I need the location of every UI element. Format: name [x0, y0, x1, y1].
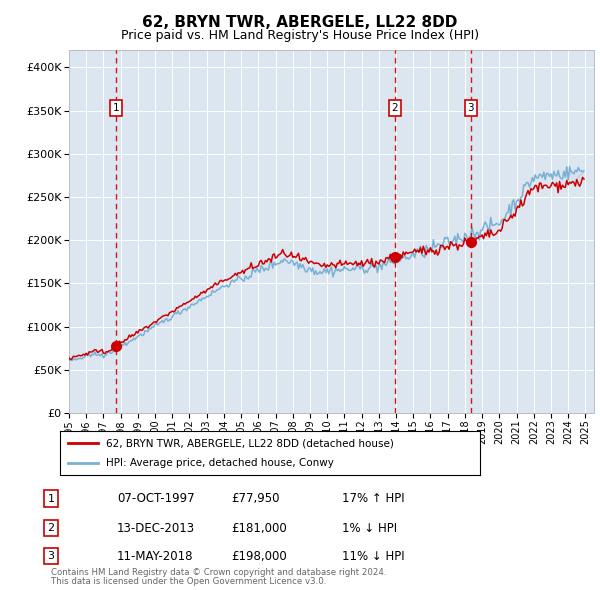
- Text: £198,000: £198,000: [231, 550, 287, 563]
- Text: 62, BRYN TWR, ABERGELE, LL22 8DD (detached house): 62, BRYN TWR, ABERGELE, LL22 8DD (detach…: [106, 438, 394, 448]
- Text: 11-MAY-2018: 11-MAY-2018: [117, 550, 193, 563]
- Text: 2: 2: [47, 523, 55, 533]
- Text: Contains HM Land Registry data © Crown copyright and database right 2024.: Contains HM Land Registry data © Crown c…: [51, 568, 386, 577]
- Text: Price paid vs. HM Land Registry's House Price Index (HPI): Price paid vs. HM Land Registry's House …: [121, 30, 479, 42]
- Text: £181,000: £181,000: [231, 522, 287, 535]
- Text: This data is licensed under the Open Government Licence v3.0.: This data is licensed under the Open Gov…: [51, 577, 326, 586]
- Text: 11% ↓ HPI: 11% ↓ HPI: [342, 550, 404, 563]
- Text: 62, BRYN TWR, ABERGELE, LL22 8DD: 62, BRYN TWR, ABERGELE, LL22 8DD: [142, 15, 458, 30]
- Text: 13-DEC-2013: 13-DEC-2013: [117, 522, 195, 535]
- Text: 1: 1: [47, 494, 55, 503]
- Text: 3: 3: [467, 103, 474, 113]
- Text: HPI: Average price, detached house, Conwy: HPI: Average price, detached house, Conw…: [106, 458, 334, 467]
- Text: £77,950: £77,950: [231, 492, 280, 505]
- Text: 2: 2: [391, 103, 398, 113]
- Text: 3: 3: [47, 552, 55, 561]
- Text: 07-OCT-1997: 07-OCT-1997: [117, 492, 194, 505]
- Text: 1% ↓ HPI: 1% ↓ HPI: [342, 522, 397, 535]
- Text: 17% ↑ HPI: 17% ↑ HPI: [342, 492, 404, 505]
- Text: 1: 1: [113, 103, 119, 113]
